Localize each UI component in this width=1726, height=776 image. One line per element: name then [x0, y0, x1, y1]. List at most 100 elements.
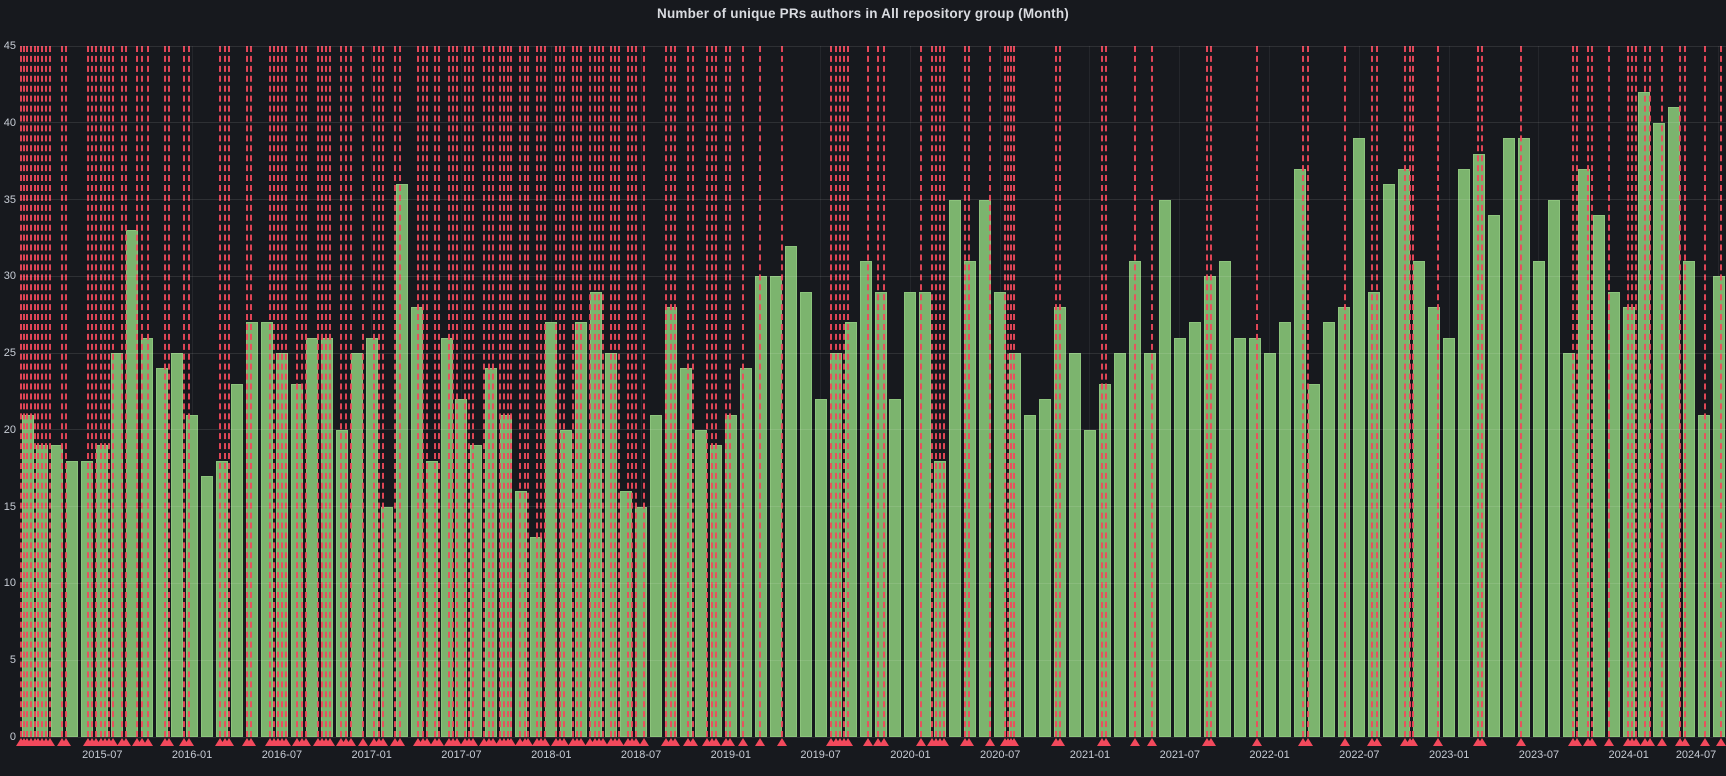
annotation-line[interactable]: [1631, 46, 1633, 737]
annotation-line[interactable]: [964, 46, 966, 737]
annotation-line[interactable]: [729, 46, 731, 737]
annotation-line[interactable]: [246, 46, 248, 737]
annotation-line[interactable]: [345, 46, 347, 737]
bar-2021-08[interactable]: [1188, 322, 1201, 737]
annotation-marker-icon[interactable]: [1303, 738, 1313, 746]
annotation-line[interactable]: [614, 46, 616, 737]
annotation-marker-icon[interactable]: [301, 738, 311, 746]
bar-2019-12[interactable]: [889, 399, 902, 737]
annotation-line[interactable]: [1101, 46, 1103, 737]
annotation-line[interactable]: [61, 46, 63, 737]
annotation-line[interactable]: [100, 46, 102, 737]
annotation-marker-icon[interactable]: [506, 738, 516, 746]
annotation-marker-icon[interactable]: [1372, 738, 1382, 746]
annotation-line[interactable]: [540, 46, 542, 737]
annotation-line[interactable]: [340, 46, 342, 737]
annotation-line[interactable]: [65, 46, 67, 737]
annotation-marker-icon[interactable]: [1252, 738, 1262, 746]
bar-2022-01[interactable]: [1263, 353, 1276, 737]
annotation-marker-icon[interactable]: [346, 738, 356, 746]
bar-2016-03[interactable]: [216, 460, 229, 737]
annotation-line[interactable]: [273, 46, 275, 737]
annotation-marker-icon[interactable]: [1645, 738, 1655, 746]
annotation-line[interactable]: [1013, 46, 1015, 737]
annotation-line[interactable]: [527, 46, 529, 737]
annotation-line[interactable]: [781, 46, 783, 737]
annotation-line[interactable]: [108, 46, 110, 737]
annotation-line[interactable]: [438, 46, 440, 737]
annotation-line[interactable]: [576, 46, 578, 737]
annotation-marker-icon[interactable]: [143, 738, 153, 746]
annotation-line[interactable]: [136, 46, 138, 737]
annotation-line[interactable]: [687, 46, 689, 737]
bar-2017-06[interactable]: [440, 337, 453, 737]
bar-2024-06[interactable]: [1697, 414, 1710, 737]
annotation-line[interactable]: [835, 46, 837, 737]
annotation-line[interactable]: [1679, 46, 1681, 737]
annotation-line[interactable]: [759, 46, 761, 737]
annotation-line[interactable]: [1720, 46, 1722, 737]
annotation-marker-icon[interactable]: [434, 738, 444, 746]
annotation-marker-icon[interactable]: [670, 738, 680, 746]
bar-2023-09[interactable]: [1562, 353, 1575, 737]
annotation-line[interactable]: [1307, 46, 1309, 737]
annotation-line[interactable]: [1371, 46, 1373, 737]
annotation-line[interactable]: [468, 46, 470, 737]
annotation-marker-icon[interactable]: [1101, 738, 1111, 746]
annotation-line[interactable]: [1684, 46, 1686, 737]
bar-2020-05[interactable]: [964, 260, 977, 737]
annotation-marker-icon[interactable]: [873, 738, 883, 746]
annotation-line[interactable]: [559, 46, 561, 737]
annotation-line[interactable]: [643, 46, 645, 737]
annotation-marker-icon[interactable]: [688, 738, 698, 746]
annotation-line[interactable]: [492, 46, 494, 737]
annotation-line[interactable]: [589, 46, 591, 737]
annotation-line[interactable]: [448, 46, 450, 737]
panel-title[interactable]: Number of unique PRs authors in All repo…: [657, 6, 1069, 21]
annotation-line[interactable]: [394, 46, 396, 737]
bar-2020-02[interactable]: [919, 291, 932, 737]
annotation-marker-icon[interactable]: [879, 738, 889, 746]
annotation-line[interactable]: [968, 46, 970, 737]
annotation-line[interactable]: [426, 46, 428, 737]
annotation-line[interactable]: [674, 46, 676, 737]
annotation-line[interactable]: [301, 46, 303, 737]
annotation-line[interactable]: [456, 46, 458, 737]
bar-2021-11[interactable]: [1233, 337, 1246, 737]
bar-2022-09[interactable]: [1383, 184, 1396, 737]
annotation-line[interactable]: [1059, 46, 1061, 737]
annotation-line[interactable]: [843, 46, 845, 737]
annotation-line[interactable]: [464, 46, 466, 737]
annotation-marker-icon[interactable]: [108, 738, 118, 746]
annotation-line[interactable]: [635, 46, 637, 737]
annotation-marker-icon[interactable]: [1147, 738, 1157, 746]
bar-2022-05[interactable]: [1323, 322, 1336, 737]
annotation-marker-icon[interactable]: [964, 738, 974, 746]
annotation-line[interactable]: [1256, 46, 1258, 737]
annotation-line[interactable]: [877, 46, 879, 737]
annotation-line[interactable]: [742, 46, 744, 737]
annotation-marker-icon[interactable]: [325, 738, 335, 746]
annotation-marker-icon[interactable]: [1604, 738, 1614, 746]
annotation-line[interactable]: [1661, 46, 1663, 737]
bar-2019-06[interactable]: [799, 291, 812, 737]
annotation-line[interactable]: [281, 46, 283, 737]
annotation-marker-icon[interactable]: [281, 738, 291, 746]
annotation-line[interactable]: [488, 46, 490, 737]
annotation-line[interactable]: [939, 46, 941, 737]
annotation-line[interactable]: [141, 46, 143, 737]
bar-2016-12[interactable]: [350, 353, 363, 737]
bar-2021-03[interactable]: [1113, 353, 1126, 737]
annotation-line[interactable]: [378, 46, 380, 737]
annotation-line[interactable]: [1481, 46, 1483, 737]
annotation-line[interactable]: [483, 46, 485, 737]
annotation-line[interactable]: [422, 46, 424, 737]
annotation-marker-icon[interactable]: [1130, 738, 1140, 746]
annotation-line[interactable]: [711, 46, 713, 737]
annotation-marker-icon[interactable]: [1340, 738, 1350, 746]
annotation-line[interactable]: [536, 46, 538, 737]
annotation-line[interactable]: [507, 46, 509, 737]
bar-2015-11[interactable]: [156, 368, 169, 737]
bar-2018-08[interactable]: [650, 414, 663, 737]
annotation-line[interactable]: [1055, 46, 1057, 737]
